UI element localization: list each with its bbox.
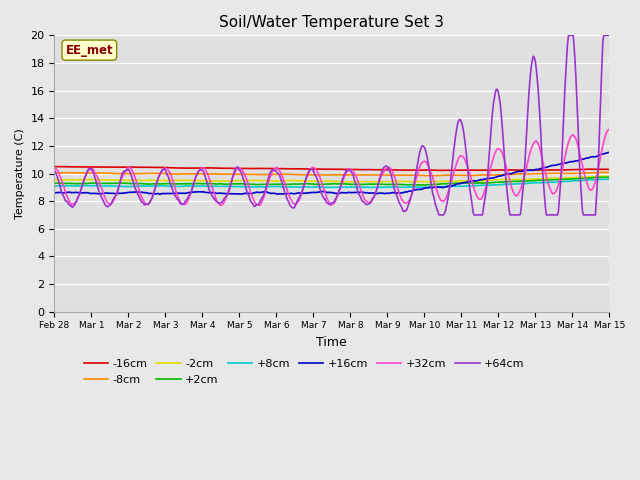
Title: Soil/Water Temperature Set 3: Soil/Water Temperature Set 3 xyxy=(220,15,444,30)
Legend: -16cm, -8cm, -2cm, +2cm, +8cm, +16cm, +32cm, +64cm: -16cm, -8cm, -2cm, +2cm, +8cm, +16cm, +3… xyxy=(79,355,529,389)
X-axis label: Time: Time xyxy=(317,336,348,349)
Y-axis label: Temperature (C): Temperature (C) xyxy=(15,128,25,219)
Text: EE_met: EE_met xyxy=(65,44,113,57)
